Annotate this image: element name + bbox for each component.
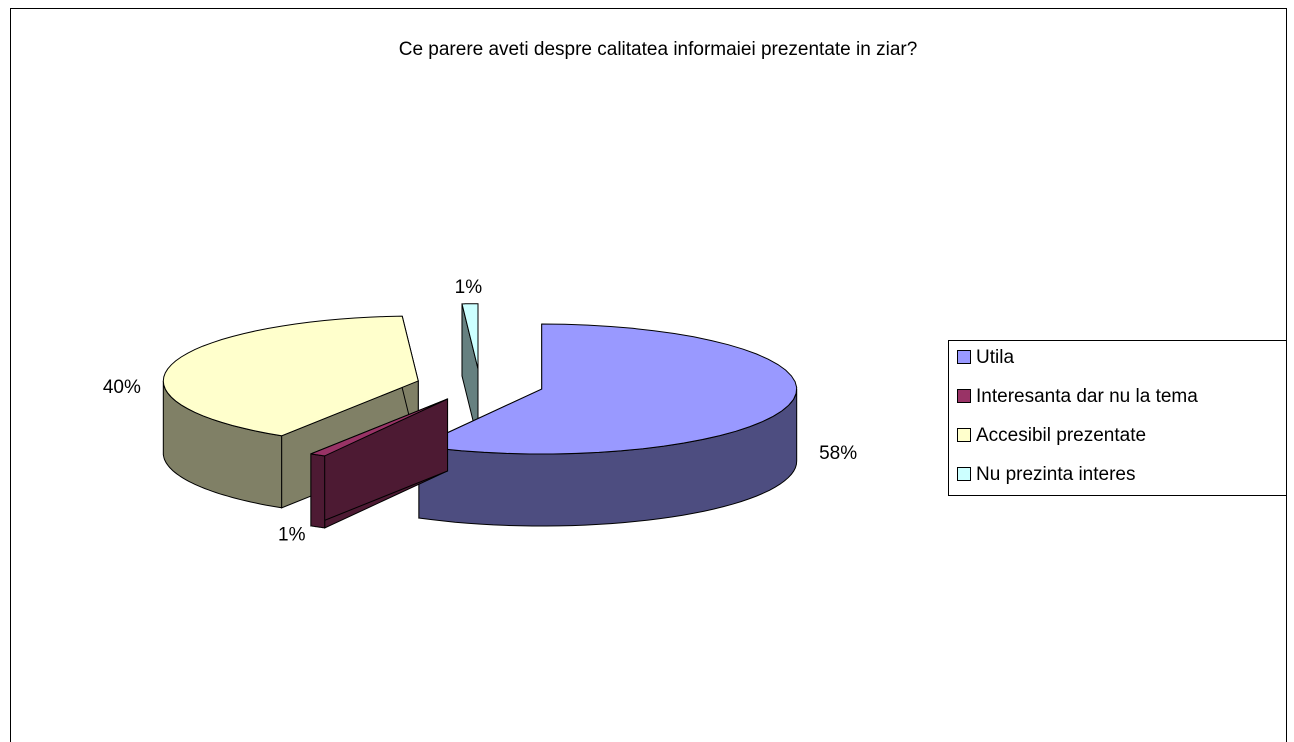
data-label: 40% xyxy=(103,377,141,398)
legend-swatch xyxy=(957,428,971,442)
legend-label: Accesibil prezentate xyxy=(976,425,1146,446)
data-label: 1% xyxy=(278,525,306,546)
data-label: 58% xyxy=(819,443,857,464)
legend-swatch xyxy=(957,350,971,364)
legend-label: Interesanta dar nu la tema xyxy=(976,386,1198,407)
pie-slice xyxy=(461,303,479,369)
slice-outer-wall xyxy=(310,453,326,529)
legend-label: Nu prezinta interes xyxy=(976,464,1135,485)
pie-slice xyxy=(310,398,448,457)
legend-swatch xyxy=(957,467,971,481)
legend-box xyxy=(948,340,1287,496)
pie-slice xyxy=(417,323,798,455)
pie-slice xyxy=(162,315,419,437)
data-label: 1% xyxy=(455,277,483,298)
chart-title: Ce parere aveti despre calitatea informa… xyxy=(399,39,918,60)
legend-swatch xyxy=(957,389,971,403)
legend-label: Utila xyxy=(976,347,1014,368)
